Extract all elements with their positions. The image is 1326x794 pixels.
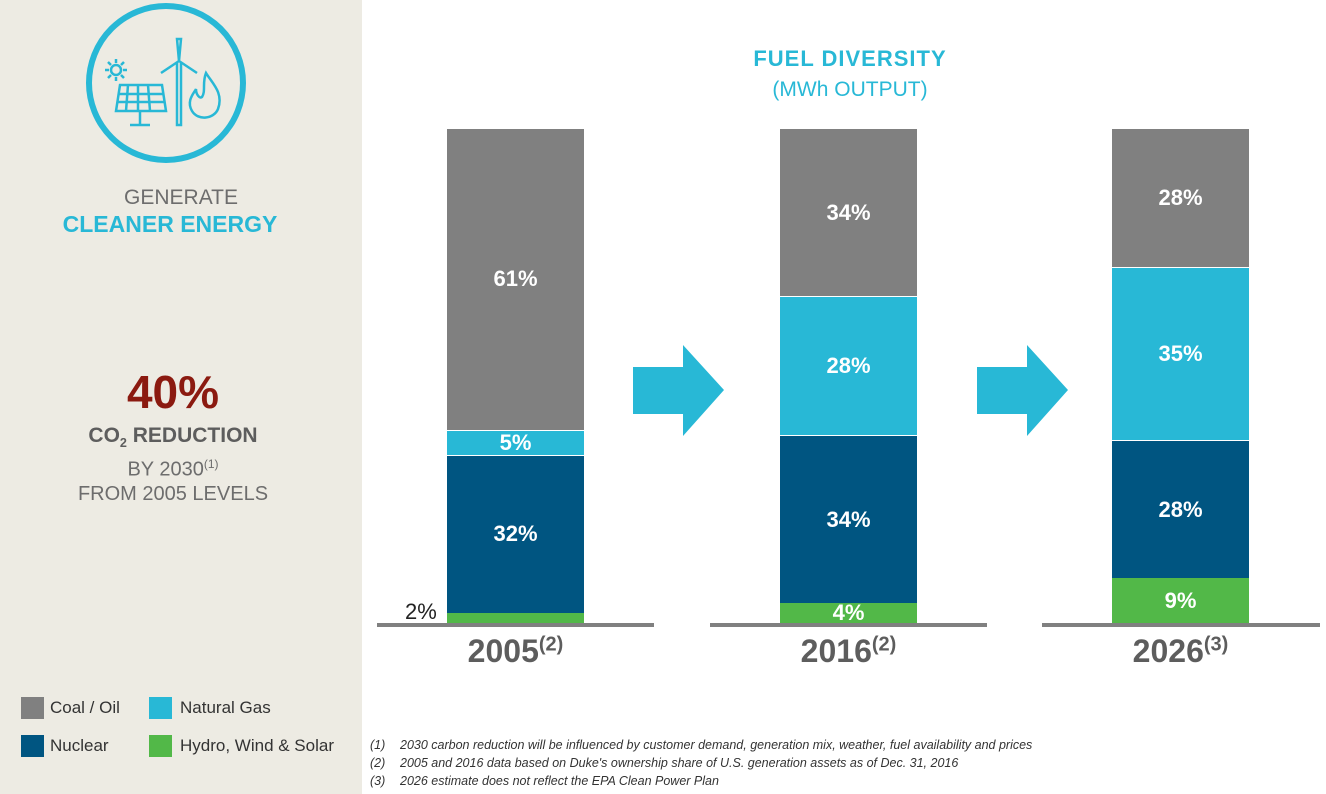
bar-segment-hydro-wind-solar-2016: 4%: [780, 600, 917, 626]
subscript-2: 2: [119, 436, 127, 451]
reduction-text: REDUCTION: [126, 424, 258, 447]
chart-subtitle: (MWh OUTPUT): [772, 78, 928, 101]
legend-label-gas: Natural Gas: [180, 698, 271, 717]
baseline: [377, 623, 654, 627]
data-label: 9%: [1164, 587, 1197, 613]
footnote-number: (2): [370, 756, 386, 770]
data-label: 34%: [826, 199, 871, 225]
bar-segment-coal-oil-2026: 28%: [1112, 128, 1249, 267]
legend-swatch-renewables: [149, 735, 172, 757]
legend-swatch-coal: [21, 697, 44, 719]
category-label-2016: 2016(2): [749, 633, 949, 670]
data-label: 5%: [499, 429, 532, 455]
arrow-right-icon: [977, 345, 1068, 436]
bar-segment-natural-gas-2026: 35%: [1112, 266, 1249, 440]
legend-label-renewables: Hydro, Wind & Solar: [180, 736, 334, 755]
sidebar: GENERATE CLEANER ENERGY 40% CO2 REDUCTIO…: [0, 0, 362, 794]
co2-reduction-label: CO2 REDUCTION: [0, 424, 346, 450]
heading-cleaner-energy: CLEANER ENERGY: [62, 211, 278, 237]
data-label: 2%: [405, 599, 437, 624]
bar-segment-hydro-wind-solar-2026: 9%: [1112, 578, 1249, 623]
footnote-2: (2) 2005 and 2016 data based on Duke's ow…: [370, 756, 958, 770]
bar-segment-natural-gas-2016: 28%: [780, 296, 917, 435]
data-label: 28%: [1158, 496, 1203, 522]
baseline: [710, 623, 987, 627]
bar-segment-nuclear-2005: 32%: [447, 454, 584, 614]
year-text: 2016: [800, 633, 872, 669]
data-label: 28%: [1158, 184, 1203, 210]
legend-label-coal: Coal / Oil: [50, 698, 120, 717]
category-label-2005: 2005(2): [416, 633, 616, 670]
bar-segment-natural-gas-2005: 5%: [447, 429, 584, 455]
legend-swatch-gas: [149, 697, 172, 719]
footnote-text: 2005 and 2016 data based on Duke's owner…: [400, 756, 959, 770]
data-label: 34%: [826, 506, 871, 532]
renewable-energy-icon: [86, 3, 246, 163]
arrow-right-icon: [633, 345, 724, 436]
footnote-number: (1): [370, 738, 386, 752]
year-footnote: (2): [871, 633, 897, 656]
year-text: 2026: [1132, 633, 1204, 669]
footnote-text: 2030 carbon reduction will be influenced…: [400, 738, 1033, 752]
data-label: 4%: [832, 600, 865, 626]
chart-title: FUEL DIVERSITY: [753, 46, 947, 71]
co-text: CO: [88, 424, 120, 447]
footnote-1: (1) 2030 carbon reduction will be influen…: [370, 738, 1032, 752]
footnote-number: (3): [370, 774, 386, 788]
by-year-label: BY 2030(1): [0, 457, 346, 482]
data-label: 35%: [1158, 340, 1203, 366]
baseline: [1042, 623, 1320, 627]
bar-segment-nuclear-2026: 28%: [1112, 439, 1249, 579]
bar-segment-nuclear-2016: 34%: [780, 434, 917, 604]
year-footnote: (2): [538, 633, 564, 656]
heading-generate: GENERATE: [124, 186, 238, 209]
bar-segment-coal-oil-2005: 61%: [447, 128, 584, 430]
from-levels-label: FROM 2005 LEVELS: [77, 483, 269, 505]
category-label-2026: 2026(3): [1081, 633, 1281, 670]
bar-segment-coal-oil-2016: 34%: [780, 128, 917, 297]
co2-reduction-stat: 40%: [126, 366, 220, 418]
bar-segment-hydro-wind-solar-2005: [447, 613, 584, 623]
data-label: 32%: [493, 521, 538, 547]
footnote-3: (3) 2026 estimate does not reflect the EP…: [370, 774, 719, 788]
footnote-text: 2026 estimate does not reflect the EPA C…: [400, 774, 719, 788]
year-footnote: (3): [1203, 633, 1229, 656]
legend-label-nuclear: Nuclear: [50, 736, 109, 755]
legend-swatch-nuclear: [21, 735, 44, 757]
year-text: 2005: [467, 633, 539, 669]
footnote-ref: (1): [203, 457, 219, 471]
data-label: 28%: [826, 353, 871, 379]
data-label: 61%: [493, 266, 538, 292]
by-text: BY 2030: [127, 458, 204, 481]
